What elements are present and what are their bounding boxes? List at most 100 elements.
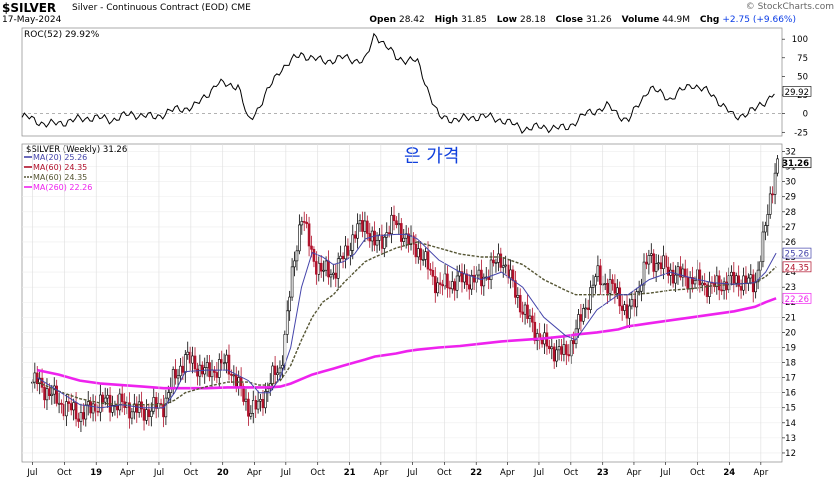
candle-body xyxy=(574,328,578,345)
candle-body xyxy=(424,251,427,260)
price-ytick-label: 16 xyxy=(785,389,796,399)
price-candle xyxy=(727,267,731,294)
price-candle xyxy=(259,393,262,412)
price-candle xyxy=(62,394,66,421)
ma260-line xyxy=(37,297,777,390)
candle-body xyxy=(560,346,563,355)
quote-date: 17-May-2024 xyxy=(2,15,62,25)
price-candle xyxy=(404,225,408,249)
candle-body xyxy=(395,220,398,226)
candle-body xyxy=(222,362,226,365)
price-ytick-label: 28 xyxy=(785,208,796,218)
x-tick-label: 22 xyxy=(470,468,482,478)
candle-body xyxy=(402,237,406,242)
candle-body xyxy=(162,404,165,418)
roc-ytick: 75 xyxy=(782,54,808,64)
candle-body xyxy=(664,255,668,268)
price-candle xyxy=(256,390,260,414)
price-candle xyxy=(470,269,473,296)
candle-body xyxy=(322,269,325,272)
candle-body xyxy=(375,240,379,246)
price-ytick-label: 20 xyxy=(785,328,796,338)
candle-body xyxy=(305,221,308,225)
price-candle xyxy=(130,408,134,425)
roc-ytick-label: -25 xyxy=(794,128,808,138)
candle-body xyxy=(48,388,51,396)
legend-item: MA(60) 24.35 xyxy=(24,173,87,182)
candle-body xyxy=(552,346,556,362)
roc-ytick-label: 50 xyxy=(797,72,808,82)
candle-body xyxy=(545,332,549,347)
candle-body xyxy=(65,401,68,417)
candle-body xyxy=(288,296,291,312)
price-candle xyxy=(426,241,430,280)
chg-label: Chg xyxy=(699,15,720,25)
chg-value: +2.75 (+9.66%) xyxy=(722,15,796,25)
price-candle xyxy=(528,309,532,328)
price-candle xyxy=(315,251,318,285)
annotation-text: 은 가격 xyxy=(404,146,459,167)
candle-body xyxy=(492,259,495,264)
price-candle xyxy=(96,404,100,417)
price-candle xyxy=(480,259,483,295)
x-tick: Oct xyxy=(183,462,199,478)
price-candle xyxy=(599,258,602,295)
candle-body xyxy=(319,262,323,272)
candle-body xyxy=(82,412,85,420)
candle-body xyxy=(550,346,554,350)
candle-body xyxy=(111,405,114,413)
candle-body xyxy=(310,245,313,250)
price-candle xyxy=(523,301,527,325)
candle-body xyxy=(67,401,71,404)
price-candle xyxy=(140,391,143,418)
candle-body xyxy=(599,265,602,285)
last-value-box xyxy=(782,157,812,169)
candle-body xyxy=(562,344,566,355)
roc-ytick: -25 xyxy=(782,128,808,138)
roc-title: ROC(52) 29.92% xyxy=(24,30,100,40)
candle-body xyxy=(426,251,430,270)
price-candle xyxy=(492,249,495,267)
candle-body xyxy=(336,258,340,279)
price-candle xyxy=(225,349,228,374)
candle-body xyxy=(341,255,345,260)
x-tick: Jul xyxy=(406,462,418,478)
roc-ytick-label: 100 xyxy=(792,35,808,45)
x-tick: Apr xyxy=(120,462,135,478)
candle-body xyxy=(77,418,80,422)
price-candle xyxy=(710,276,714,294)
candle-body xyxy=(140,401,143,410)
price-candle xyxy=(649,243,653,264)
price-candle xyxy=(52,377,56,404)
price-candle xyxy=(409,225,413,251)
candle-body xyxy=(429,268,432,271)
price-candle xyxy=(773,163,777,205)
candle-body xyxy=(334,272,338,279)
candle-body xyxy=(504,264,507,267)
candle-body xyxy=(290,266,294,298)
price-candle xyxy=(378,227,381,251)
candle-body xyxy=(103,397,107,403)
price-candle xyxy=(281,355,284,379)
price-candle xyxy=(312,246,316,268)
price-candle xyxy=(475,266,478,293)
x-tick-label: 23 xyxy=(597,468,609,478)
candle-body xyxy=(463,273,466,283)
x-tick: Apr xyxy=(500,462,515,478)
price-ytick: 30 xyxy=(782,178,796,188)
candle-body xyxy=(259,399,262,402)
candle-body xyxy=(327,260,330,278)
candle-body xyxy=(654,263,658,272)
price-candle xyxy=(55,379,58,407)
price-candle xyxy=(387,225,391,238)
price-candle xyxy=(620,295,624,321)
candle-body xyxy=(397,223,401,226)
price-candle xyxy=(65,394,68,427)
candle-body xyxy=(623,304,626,311)
price-candle xyxy=(642,253,646,294)
price-candle xyxy=(521,301,524,323)
price-candle xyxy=(421,249,425,266)
price-ytick: 14 xyxy=(782,419,796,429)
price-candle xyxy=(319,255,323,278)
price-candle xyxy=(249,405,253,420)
